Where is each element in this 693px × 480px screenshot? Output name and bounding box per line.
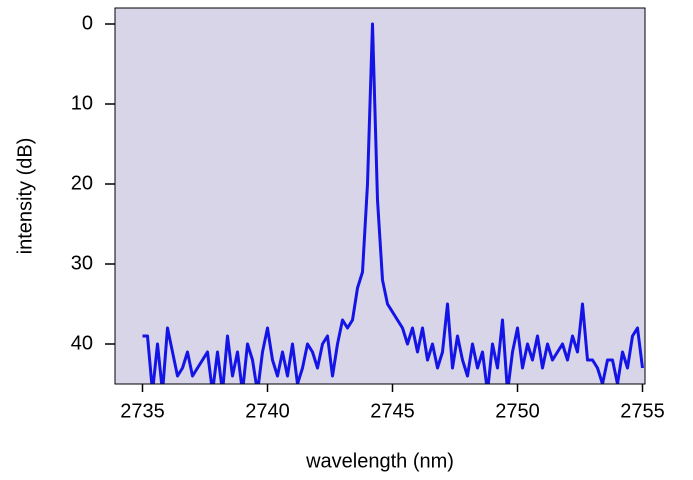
plot-frame bbox=[114, 7, 646, 385]
plot-area bbox=[115, 8, 645, 384]
y-axis-label: intensity (dB) bbox=[14, 138, 36, 255]
y-tick-label: 40 bbox=[71, 332, 93, 354]
data-line bbox=[142, 22, 644, 384]
x-axis-label: wavelength (nm) bbox=[305, 450, 454, 472]
y-tick-label: 20 bbox=[71, 172, 93, 194]
y-tick-label: 30 bbox=[71, 252, 93, 274]
x-tick-label: 2755 bbox=[620, 400, 665, 422]
x-tick-label: 2750 bbox=[495, 400, 540, 422]
x-tick-label: 2740 bbox=[245, 400, 290, 422]
plot-lines bbox=[142, 22, 644, 384]
y-tick-label: 0 bbox=[82, 12, 93, 34]
x-tick-label: 2735 bbox=[120, 400, 165, 422]
y-tick-label: 10 bbox=[71, 92, 93, 114]
x-tick-label: 2745 bbox=[370, 400, 415, 422]
